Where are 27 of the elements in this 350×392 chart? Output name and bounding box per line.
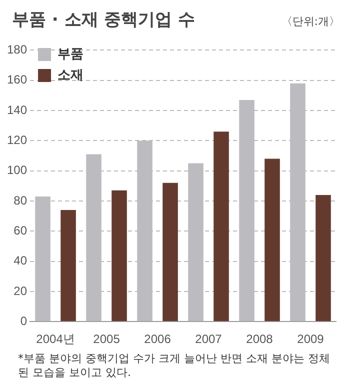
x-tick-label: 2004년 (36, 332, 75, 346)
y-tick-label: 40 (14, 254, 28, 268)
x-tick-label: 2008 (246, 332, 274, 346)
y-tick-label: 160 (6, 72, 28, 87)
y-tick-label: 180 (6, 42, 28, 57)
x-tick-label: 2007 (195, 332, 222, 346)
chart-subtitle: 〈단위:개〉 (281, 14, 340, 29)
text: *부품 분야의 중핵기업 수가 크게 늘어난 반면 소재 분야는 정체된 모습을 보이고 있다. (17, 351, 331, 380)
x-tick-label: 2005 (93, 332, 120, 346)
y-tick-label: 80 (14, 193, 28, 208)
y-tick-label: 0 (20, 314, 28, 328)
y-tick-label: 60 (14, 223, 28, 238)
y-tick-label: 100 (6, 163, 28, 178)
chart-title: 부품 · 소재 중핵기업 수 (12, 9, 196, 31)
legend-label: 부품 (58, 46, 84, 62)
bar (112, 190, 127, 322)
y-tick-label: 120 (6, 132, 28, 147)
y-tick-label: 20 (14, 284, 28, 298)
bar (214, 132, 229, 322)
bar (264, 158, 280, 322)
y-tick-label: 140 (6, 102, 28, 117)
bar (60, 210, 76, 322)
legend-label: 소재 (58, 68, 84, 83)
x-tick-label: 2009 (297, 332, 324, 346)
x-tick-label: 2006 (144, 332, 172, 346)
bar (162, 182, 178, 322)
bar (316, 194, 331, 322)
